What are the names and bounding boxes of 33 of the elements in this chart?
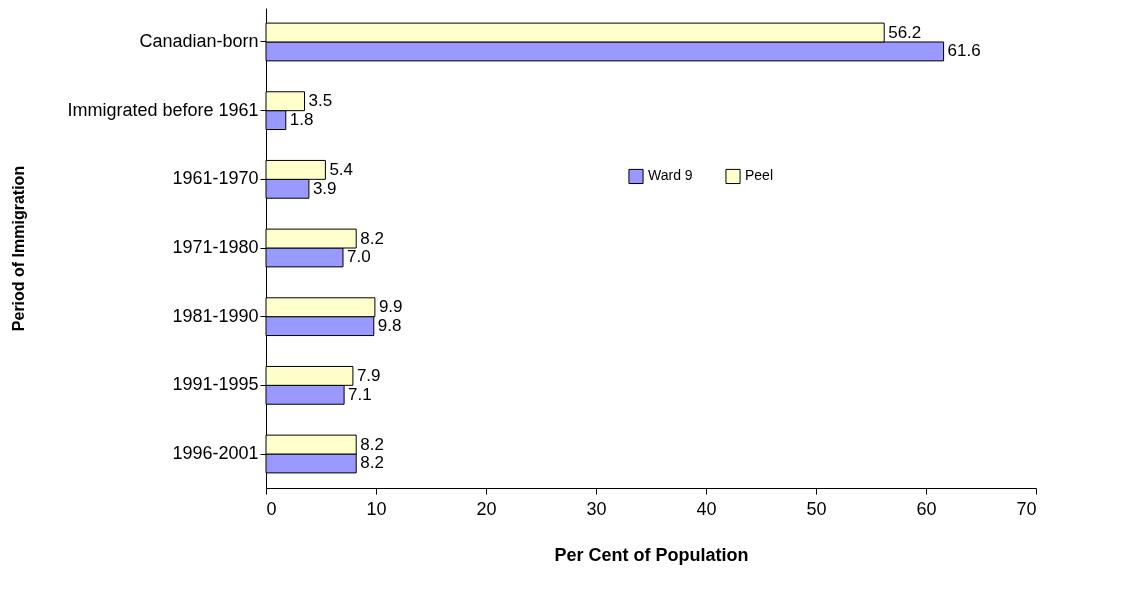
- legend-label: Peel: [745, 167, 774, 184]
- x-axis-title: Per Cent of Population: [554, 544, 749, 565]
- y-tick-label: Immigrated before 1961: [67, 99, 259, 120]
- data-label: 61.6: [947, 41, 981, 61]
- data-label: 3.9: [312, 178, 337, 198]
- data-label: 7.9: [356, 365, 381, 385]
- data-label: 8.2: [360, 434, 384, 454]
- data-label: 56.2: [888, 22, 922, 42]
- data-label: 8.2: [360, 453, 384, 473]
- x-tick-label: 50: [806, 498, 827, 519]
- x-tick-label: 20: [476, 498, 497, 519]
- y-tick-label: 1981-1990: [172, 305, 259, 326]
- x-tick-label: 60: [916, 498, 937, 519]
- data-label: 9.9: [378, 297, 403, 317]
- data-label: 5.4: [329, 159, 354, 179]
- legend-label: Ward 9: [648, 167, 693, 184]
- x-tick-label: 10: [366, 498, 387, 519]
- x-tick-label: 30: [586, 498, 607, 519]
- x-tick-label: 70: [1016, 498, 1037, 519]
- y-tick-label: 1971-1980: [172, 237, 259, 257]
- x-tick-label: 40: [696, 498, 717, 519]
- y-tick-label: 1996-2001: [172, 443, 259, 464]
- data-label: 3.5: [308, 91, 333, 111]
- data-label: 7.1: [348, 384, 372, 404]
- y-tick-label: 1961-1970: [172, 168, 259, 189]
- data-label: 9.8: [377, 316, 402, 336]
- data-label: 1.8: [289, 110, 314, 130]
- data-label: 8.2: [360, 228, 384, 248]
- x-tick-label: 0: [266, 498, 277, 519]
- y-tick-label: 1991-1995: [172, 374, 259, 395]
- data-label: 7.0: [347, 247, 371, 267]
- y-tick-label: Canadian-born: [139, 30, 259, 51]
- y-axis-title: Period of Immigration: [10, 165, 28, 332]
